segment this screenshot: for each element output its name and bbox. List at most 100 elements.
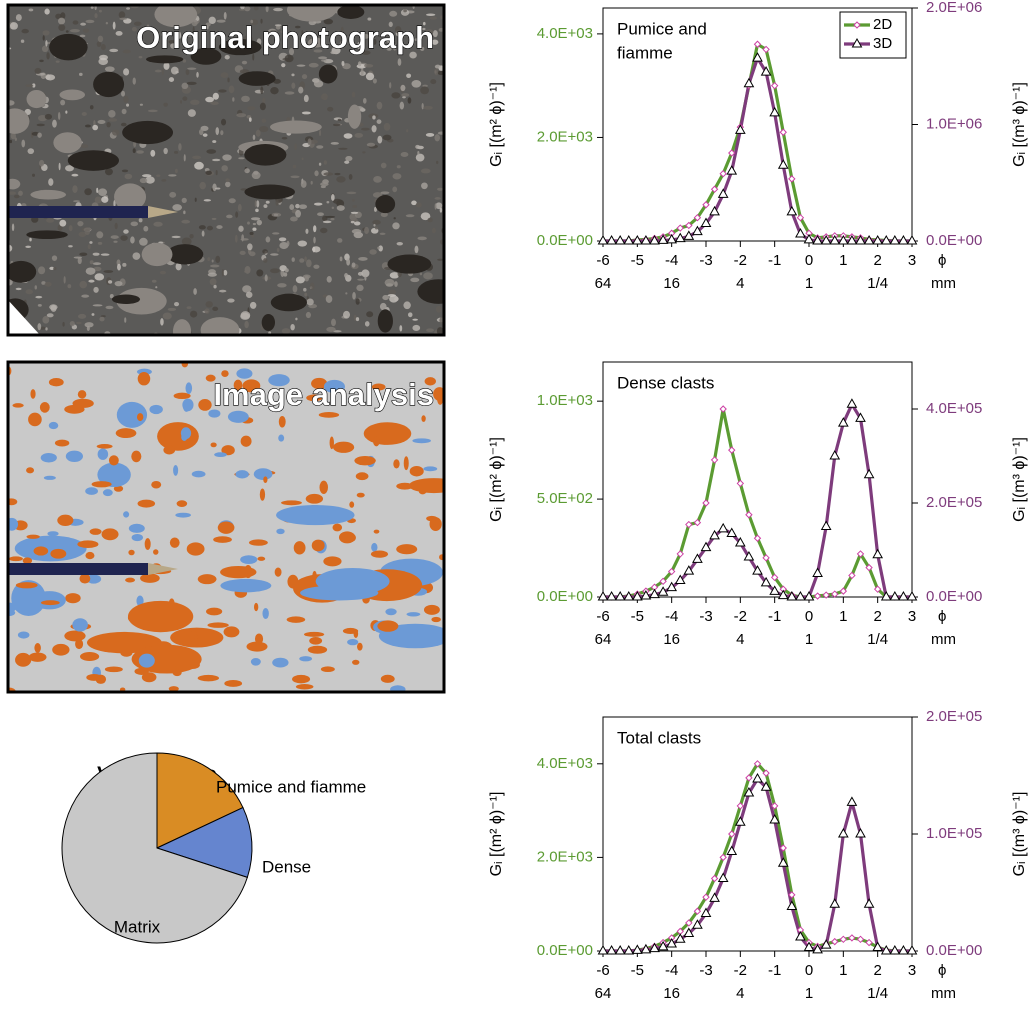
clast-blob [34, 643, 41, 653]
photo-grain [194, 161, 204, 170]
photo-grain [332, 198, 342, 204]
photo-grain [44, 113, 53, 120]
photo-grain [171, 235, 181, 239]
clast-blob [276, 528, 285, 535]
photo-grain [45, 327, 48, 331]
photo-grain [98, 188, 108, 197]
photo-grain [187, 67, 197, 70]
clast-blob [371, 542, 378, 552]
photo-grain [256, 269, 264, 277]
clast-blob [128, 549, 135, 556]
photo-grain [263, 204, 268, 209]
photo-grain [156, 174, 161, 177]
photo-grain [407, 97, 412, 104]
photo-grain [415, 144, 420, 149]
photo-grain [222, 154, 232, 161]
panel-title: fiamme [617, 43, 673, 62]
photo-grain [202, 133, 208, 137]
clast-blob [408, 478, 444, 494]
photo-grain [399, 325, 403, 332]
point [614, 590, 626, 601]
point [863, 468, 875, 479]
photo-grain [325, 215, 336, 218]
clast-blob [40, 453, 57, 463]
photo-grain [294, 143, 297, 150]
photo-grain [280, 30, 286, 34]
photo-grain [9, 139, 13, 144]
photo-grain [353, 221, 361, 226]
photo-grain [351, 91, 356, 98]
photo-grain [426, 328, 434, 333]
photo-grain [393, 217, 396, 220]
photo-grain [181, 219, 191, 224]
photo-grain [301, 111, 311, 115]
photo-grain [65, 30, 69, 33]
photo-grain [414, 245, 419, 254]
point [693, 518, 702, 527]
photo-grain [313, 236, 316, 244]
point [898, 234, 909, 245]
photo-grain [371, 125, 377, 133]
clast-blob [26, 534, 40, 539]
photo-grain [314, 170, 319, 177]
photo-grain [356, 284, 364, 292]
clast-blob [352, 659, 360, 665]
photo-grain [59, 219, 67, 227]
x-tick-label: -1 [768, 962, 781, 979]
photo-grain [343, 38, 348, 44]
photo-grain [411, 80, 422, 88]
photo-grain [105, 305, 114, 310]
photo-grain [357, 278, 365, 281]
photo-grain [79, 280, 88, 289]
mm-tick-label: 1/4 [867, 275, 888, 292]
clast-blob [286, 616, 306, 623]
x-tick-label: -5 [631, 252, 644, 269]
photo-grain [388, 21, 393, 28]
clast-blob [220, 578, 272, 593]
clast-blob [15, 582, 38, 589]
point [786, 205, 798, 216]
photo-grain [345, 156, 353, 162]
photo-grain [225, 178, 230, 183]
photo-grain [168, 77, 175, 82]
photo-grain [389, 10, 398, 17]
point [666, 937, 678, 948]
photo-grain [432, 30, 438, 38]
clast-blob [8, 498, 18, 506]
clast-blob [274, 567, 282, 577]
clast-blob [131, 533, 144, 542]
y-tick-label: 4.0E+03 [537, 755, 593, 772]
photo-grain [108, 110, 116, 118]
photo-grain [189, 233, 194, 239]
photo-grain [379, 302, 387, 311]
photo-grain [72, 185, 78, 193]
photo-grain [369, 249, 377, 255]
photo-grain [392, 43, 397, 51]
clast-blob [320, 666, 335, 673]
clast-blob [329, 436, 334, 450]
photo-grain [77, 220, 84, 227]
photo-grain [94, 13, 98, 19]
photo-clast [53, 132, 82, 154]
photo-grain [362, 97, 367, 104]
clast-blob [33, 546, 49, 556]
photo-grain [313, 80, 324, 88]
clast-blob [47, 531, 59, 537]
photo-grain [373, 223, 376, 227]
photo-grain [25, 245, 32, 248]
photo-grain [38, 266, 46, 275]
photo-grain [44, 281, 52, 287]
clast-blob [235, 470, 249, 479]
photo-grain [341, 60, 345, 67]
point [657, 586, 669, 596]
photo-grain [187, 109, 196, 117]
clast-blob [54, 439, 70, 447]
photo-grain [295, 276, 305, 284]
photo-grain [292, 164, 297, 169]
x-tick-label: -3 [699, 252, 712, 269]
photo-grain [205, 170, 212, 175]
photo-grain [141, 40, 145, 43]
photo-grain [114, 280, 123, 287]
photo-grain [204, 308, 210, 314]
